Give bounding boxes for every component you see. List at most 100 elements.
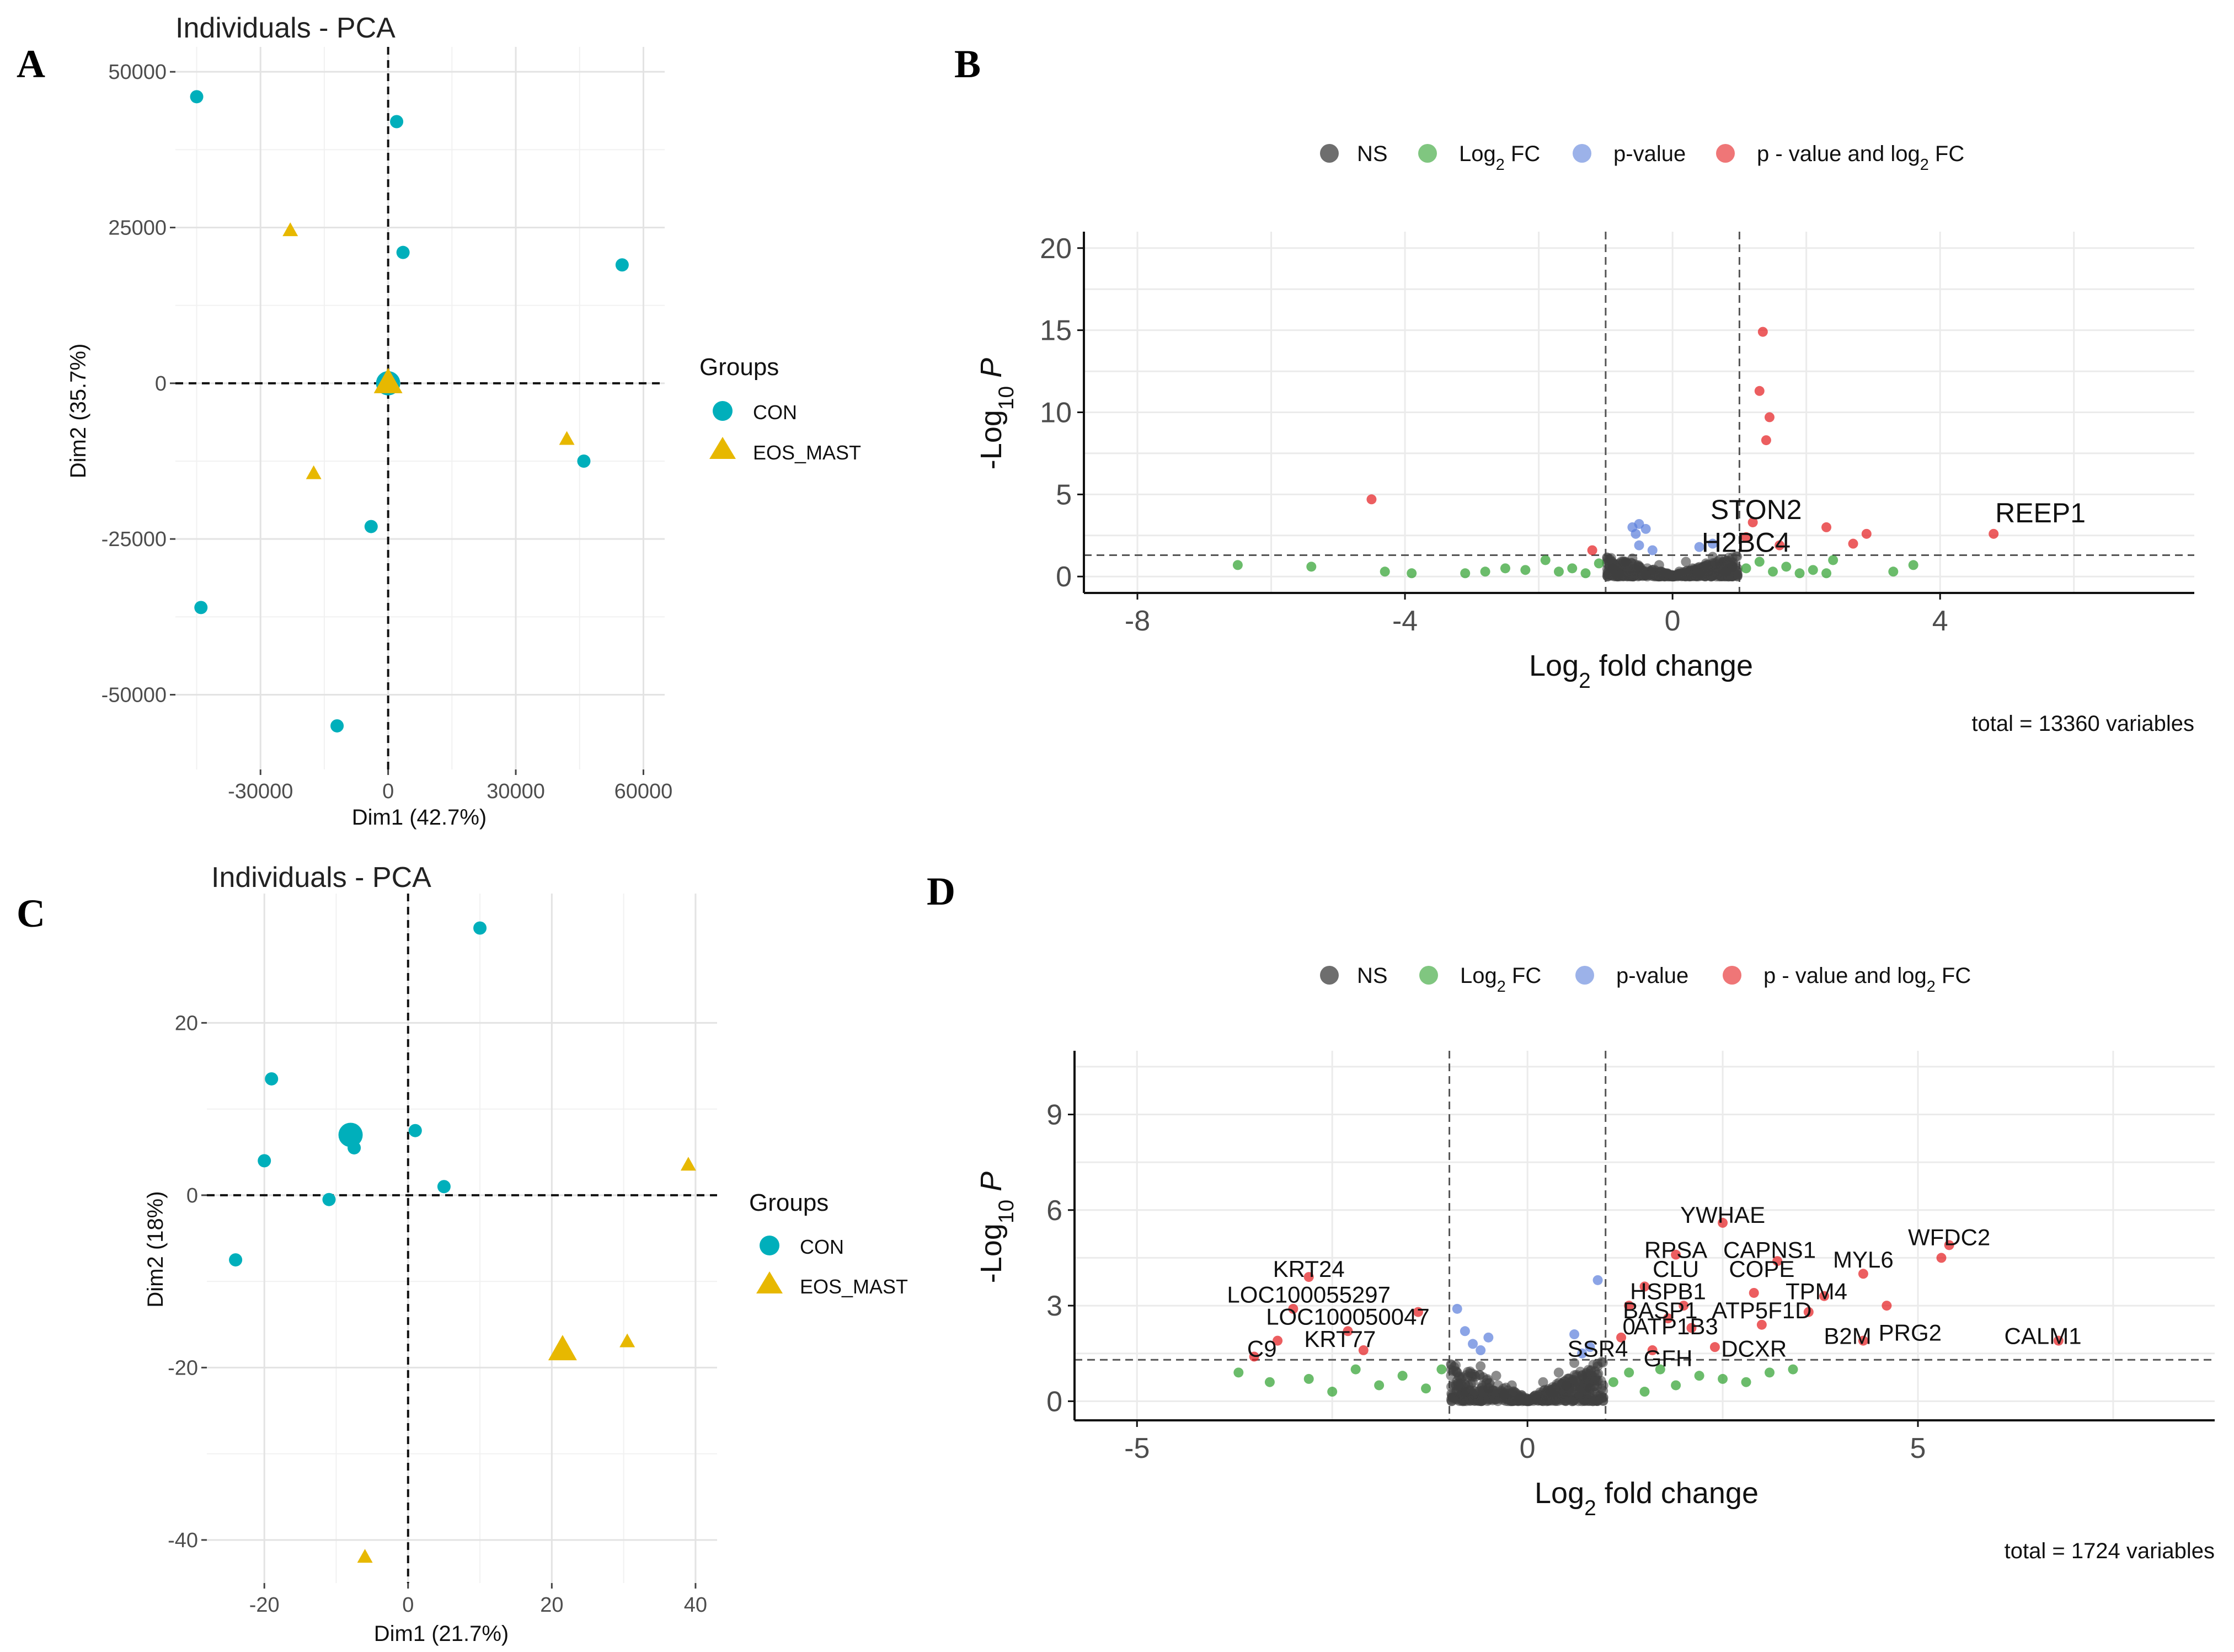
point-log2fc [1264, 1377, 1275, 1387]
point-ns [1681, 557, 1691, 567]
point-log2fc [1908, 560, 1918, 570]
panel-letter-b: B [954, 42, 981, 86]
point-ns [1553, 1367, 1564, 1378]
point-pvalue-and-log2fc [1764, 412, 1775, 423]
x-tick-label: 5 [1910, 1432, 1926, 1464]
point-ns [1559, 1396, 1569, 1406]
point-pvalue-and-log2fc [2053, 1335, 2064, 1346]
point-log2fc [1794, 568, 1805, 579]
y-tick-label: 3 [1046, 1290, 1062, 1322]
point-pvalue-and-log2fc [1663, 1313, 1673, 1324]
gene-label: DCXR [1721, 1335, 1787, 1361]
axes-d [1073, 1051, 2215, 1421]
gene-label: KRT77 [1304, 1326, 1376, 1352]
point-eos-mast [357, 1549, 373, 1563]
gene-label: ATP5F1D [1712, 1297, 1811, 1323]
point-log2fc [1741, 563, 1751, 574]
point-ns [1585, 1383, 1595, 1394]
point-pvalue-and-log2fc [1803, 1307, 1814, 1317]
y-axis-label-a: Dim2 (35.7%) [66, 344, 90, 479]
panel-d: D NS Log2 FC p-value p - value and log2 … [927, 869, 2215, 1563]
point-pvalue-and-log2fc [1273, 1335, 1283, 1346]
legend-a: Groups CON EOS_MAST [699, 354, 861, 464]
y-tick-label: 50000 [108, 61, 167, 84]
y-axis-ticks-d: 0 3 6 9 [1046, 1099, 1075, 1418]
point-pvalue [1647, 545, 1658, 555]
gene-label: YWHAE [1680, 1202, 1765, 1228]
point-ns [1483, 1383, 1494, 1394]
y-axis-ticks-a: -50000 -25000 0 25000 50000 [101, 61, 175, 707]
point-ns [1460, 1387, 1470, 1397]
point-log2fc [1327, 1387, 1338, 1397]
point-pvalue-and-log2fc [1616, 1332, 1627, 1343]
y-axis-label-c: Dim2 (18%) [143, 1191, 168, 1307]
point-pvalue-and-log2fc [1756, 1319, 1767, 1330]
legend-marker-ns-b [1320, 144, 1339, 163]
y-tick-label: 0 [1046, 1386, 1062, 1418]
point-ns [1522, 1394, 1533, 1405]
point-ns [1530, 1393, 1541, 1403]
point-log2fc [1808, 565, 1818, 575]
point-log2fc [1397, 1371, 1408, 1381]
point-pvalue-and-log2fc [1882, 1301, 1892, 1311]
point-log2fc [1624, 1367, 1634, 1378]
point-pvalue [1631, 528, 1641, 539]
point-ns [1585, 1368, 1596, 1379]
gene-label: CAPNS1 [1723, 1237, 1816, 1263]
point-pvalue [1476, 1345, 1486, 1355]
point-pvalue-and-log2fc [1358, 1345, 1369, 1355]
legend-title-a: Groups [699, 354, 779, 381]
panel-letter-c: C [17, 891, 45, 935]
point-pvalue-and-log2fc [1861, 528, 1872, 539]
point-con [229, 1253, 243, 1267]
legend-label-con-c: CON [800, 1236, 844, 1258]
point-log2fc [1765, 1367, 1775, 1378]
pca-title-c: Individuals - PCA [211, 862, 431, 894]
point-pvalue-and-log2fc [1775, 540, 1785, 550]
point-ns [1451, 1386, 1462, 1397]
point-con [194, 601, 208, 614]
point-ns [1627, 553, 1638, 564]
point-ns [1514, 1393, 1525, 1403]
gene-label: MYL6 [1833, 1247, 1894, 1273]
gene-label: TPM4 [1786, 1279, 1847, 1305]
point-pvalue [1634, 540, 1644, 550]
point-eos-mast [680, 1157, 696, 1171]
point-log2fc [1768, 566, 1778, 577]
y-tick-label: 0 [155, 372, 167, 395]
point-ns [1544, 1394, 1554, 1404]
point-log2fc [1460, 568, 1471, 579]
caption-b: total = 13360 variables [1971, 712, 2194, 736]
centroid-con [338, 1122, 363, 1147]
point-ns [1569, 1358, 1580, 1368]
point-pvalue-and-log2fc [1343, 1326, 1353, 1336]
point-ns [1499, 1389, 1509, 1400]
point-con [390, 115, 404, 129]
point-ns [1476, 1361, 1486, 1371]
point-eos-mast [619, 1333, 635, 1348]
point-log2fc [1232, 560, 1243, 570]
point-log2fc [1350, 1364, 1361, 1375]
y-tick-label: 0 [186, 1184, 198, 1207]
y-tick-label: -20 [168, 1356, 198, 1380]
x-axis-ticks-c: -20 0 20 40 [249, 1583, 707, 1617]
point-log2fc [1639, 1387, 1650, 1397]
point-con [437, 1180, 451, 1194]
legend-marker-pvalue-b [1573, 144, 1591, 163]
y-tick-label: 6 [1046, 1195, 1062, 1227]
point-log2fc [1788, 1364, 1798, 1375]
point-pvalue-and-log2fc [1624, 1301, 1634, 1311]
legend-label-eos-mast-c: EOS_MAST [800, 1275, 908, 1298]
point-ns [1701, 558, 1711, 569]
y-tick-label: -40 [168, 1529, 198, 1552]
point-ns [1468, 1377, 1478, 1387]
point-log2fc [1718, 1373, 1728, 1384]
gene-label: RPSA [1644, 1237, 1707, 1263]
point-ns [1614, 568, 1624, 579]
point-log2fc [1608, 1377, 1618, 1387]
point-ns [1634, 562, 1644, 572]
point-pvalue [1483, 1332, 1494, 1343]
y-tick-label: 20 [1040, 233, 1072, 265]
reference-lines-c [207, 894, 717, 1583]
point-pvalue-and-log2fc [1858, 1269, 1868, 1279]
